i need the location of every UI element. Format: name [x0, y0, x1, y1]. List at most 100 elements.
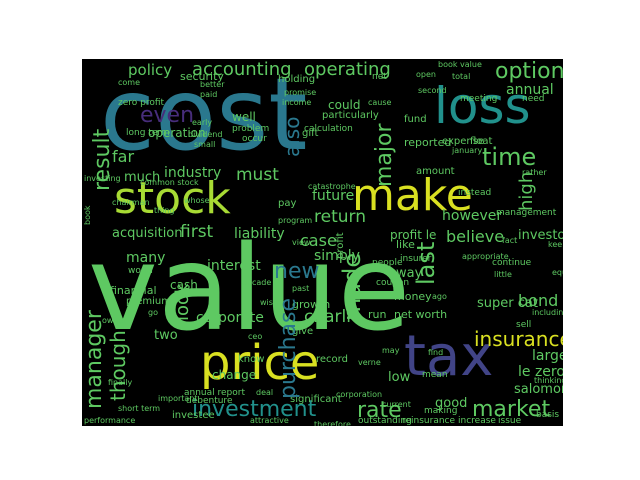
word-decade: decade: [242, 278, 272, 287]
word-super-cat: super cat: [477, 296, 538, 311]
word-dividend: dividend: [188, 130, 223, 139]
word-corporation: corporation: [336, 390, 383, 399]
word-run: run: [368, 308, 387, 321]
word-industry: industry: [164, 165, 222, 181]
word-le-zero: le zero: [518, 364, 563, 380]
word-investment: investment: [192, 397, 317, 422]
word-insurance: insurance: [474, 327, 563, 351]
word-interest: interest: [207, 258, 261, 274]
word-security: security: [180, 70, 224, 83]
word-two: two: [154, 328, 178, 343]
word-owner: owner: [102, 316, 127, 325]
word-second: second: [418, 86, 447, 95]
word-even: even: [140, 103, 195, 128]
word-make: make: [352, 170, 473, 221]
word-mean: mean: [422, 370, 448, 380]
word-give: give: [292, 326, 314, 337]
word-equity: equity: [552, 268, 563, 277]
word-appropriate: appropriate: [462, 252, 509, 261]
word-pay: pay: [278, 198, 297, 209]
word-zero-profit: zero profit: [118, 98, 165, 108]
word-sell: sell: [516, 320, 532, 330]
word-meeting: meeting: [460, 94, 498, 104]
word-stock: stock: [114, 173, 231, 224]
word-net: net: [372, 72, 387, 82]
word-attractive: attractive: [250, 416, 289, 425]
word-money: money: [394, 290, 432, 303]
word-coupon: coupon: [376, 278, 410, 288]
word-thinking: thinking: [534, 376, 563, 385]
word-case: case: [300, 231, 337, 250]
word-value: value: [88, 219, 411, 357]
word-little: little: [494, 270, 512, 279]
word-investee: investee: [172, 410, 215, 421]
word-better: better: [200, 80, 225, 89]
word-premium: premium: [126, 296, 171, 307]
word-charlie: charlie: [304, 307, 362, 327]
word-common-stock: common stock: [140, 178, 199, 187]
word-well: well: [232, 110, 256, 124]
word-holding: holding: [278, 74, 316, 85]
word-occur: occur: [242, 134, 267, 144]
word-open: open: [416, 70, 436, 79]
word-may: may: [382, 346, 400, 355]
word-continue: continue: [492, 258, 532, 268]
word-income: income: [282, 98, 312, 107]
word-many: many: [126, 250, 166, 266]
word-return: return: [314, 207, 366, 227]
word-need: need: [522, 94, 545, 104]
word-come: come: [118, 78, 141, 87]
word-long-term: long term: [126, 128, 170, 138]
word-past: past: [292, 284, 310, 293]
word-finally: finally: [108, 378, 133, 387]
word-new: new: [274, 259, 320, 284]
word-paid: paid: [200, 90, 218, 99]
word-option: option: [495, 59, 563, 84]
word-insurer: insurer: [400, 254, 432, 264]
word-loss: loss: [434, 77, 531, 135]
word-though: though: [106, 330, 130, 401]
word-low: low: [388, 370, 411, 385]
word-wish: wish: [260, 298, 279, 307]
word-float: float: [470, 136, 493, 147]
word-total: total: [452, 72, 471, 81]
word-must: must: [236, 165, 279, 185]
word-operation: operation: [148, 126, 206, 140]
word-corporate: corporate: [196, 310, 264, 326]
word-making: making: [424, 406, 458, 416]
word-simply: simply: [314, 248, 360, 264]
word-debenture: debenture: [186, 396, 233, 406]
word-important: important: [158, 394, 198, 403]
word-reported: reported: [404, 136, 452, 149]
word-world: world: [128, 266, 153, 276]
word-amount: amount: [416, 166, 455, 177]
word-go: go: [148, 308, 158, 317]
word-believe: believe: [446, 227, 505, 246]
word-cash: cash: [170, 278, 198, 292]
word-could: could: [328, 98, 361, 112]
word-ceo: ceo: [248, 332, 263, 341]
word-january: january: [452, 146, 483, 155]
word-promise: promise: [284, 88, 317, 97]
word-fund: fund: [404, 114, 427, 125]
word-acquisition: acquisition: [112, 226, 183, 241]
word-large: large: [532, 348, 563, 364]
word-therefore: therefore: [314, 420, 351, 427]
word-basis: basis: [536, 410, 560, 420]
word-salomon: salomon: [514, 382, 563, 397]
word-growth: growth: [292, 298, 331, 311]
word-issue: issue: [498, 416, 522, 426]
word-made: made: [338, 252, 366, 321]
word-investing: investing: [84, 174, 121, 183]
word-whose: whose: [184, 196, 210, 205]
word-early: early: [192, 118, 213, 127]
word-book: book: [83, 205, 92, 226]
word-tax: tax: [404, 324, 494, 389]
word-small: small: [194, 140, 216, 149]
word-far: far: [112, 147, 135, 166]
word-increase: increase: [458, 416, 496, 426]
word-keep: keep: [548, 240, 563, 249]
word-net-worth: net worth: [394, 308, 448, 321]
word-ago: ago: [432, 292, 447, 301]
word-major: major: [372, 123, 397, 187]
